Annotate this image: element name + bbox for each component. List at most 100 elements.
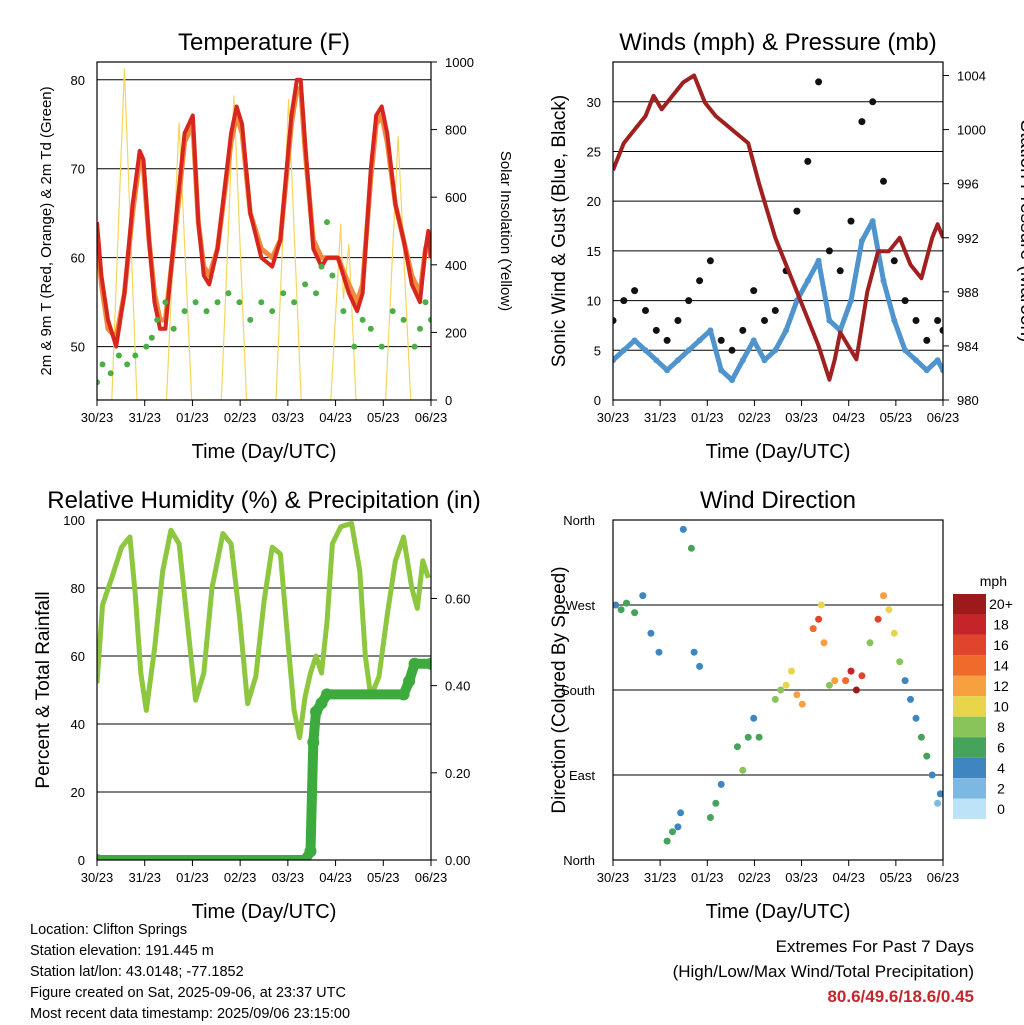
precipitation-point xyxy=(304,845,317,858)
y-right-tick-label: 600 xyxy=(445,190,467,205)
wind-speed-point xyxy=(902,347,909,354)
x-tick-label: 05/23 xyxy=(880,870,913,885)
wind-gust-point xyxy=(663,336,671,344)
precipitation-point xyxy=(321,688,333,701)
x-tick-label: 06/23 xyxy=(927,870,960,885)
direction-point xyxy=(847,667,855,675)
x-tick-label: 05/23 xyxy=(880,410,913,425)
temperature-xlabel: Time (Day/UTC) xyxy=(192,441,337,463)
humidity-frame xyxy=(96,519,432,861)
direction-xlabel: Time (Day/UTC) xyxy=(706,901,851,923)
wind-speed-point xyxy=(696,337,703,344)
dewpoint-point xyxy=(302,281,309,288)
x-tick-label: 06/23 xyxy=(415,410,448,425)
x-tick-label: 30/23 xyxy=(597,870,630,885)
temperature-marks xyxy=(97,68,431,400)
y-tick-label: West xyxy=(566,598,596,613)
colorbar-tick-label: 0 xyxy=(997,801,1005,817)
direction-point xyxy=(788,667,795,675)
winds-marks xyxy=(613,73,943,384)
wind-speed-point xyxy=(685,347,692,354)
y-tick-label: East xyxy=(569,768,595,783)
humidity-line xyxy=(97,520,431,741)
humidity-chart: Relative Humidity (%) & Precipitation (i… xyxy=(33,487,481,923)
wind-gust-point xyxy=(613,317,617,324)
y-right-tick-label: 1000 xyxy=(957,123,986,138)
y-tick-label: 5 xyxy=(594,343,601,358)
wind-speed-point xyxy=(664,367,671,374)
x-tick-label: 31/23 xyxy=(644,410,677,425)
x-tick-label: 04/23 xyxy=(832,410,865,425)
direction-point xyxy=(890,629,898,637)
y-right-tick-label: 980 xyxy=(957,393,979,408)
direction-point xyxy=(866,639,874,647)
extremes-title: Extremes For Past 7 Days xyxy=(775,937,974,956)
dewpoint-point xyxy=(258,299,265,306)
direction-point xyxy=(936,790,943,798)
colorbar-swatch xyxy=(953,737,986,758)
wind-speed-point xyxy=(729,377,735,384)
dewpoint-point xyxy=(192,299,199,306)
dewpoint-point xyxy=(225,290,232,297)
direction-point xyxy=(874,615,882,623)
pressure-line xyxy=(613,73,943,382)
x-tick-label: 06/23 xyxy=(927,410,960,425)
y-right-tick-label: 400 xyxy=(445,258,467,273)
y-right-tick-label: 800 xyxy=(445,123,467,138)
wind-gust-point xyxy=(771,307,779,314)
x-tick-label: 02/23 xyxy=(224,410,257,425)
dewpoint-point xyxy=(181,308,188,315)
dewpoint-point xyxy=(422,299,429,306)
station-info: Location: Clifton Springs Station elevat… xyxy=(30,920,350,1025)
colorbar-swatch xyxy=(953,614,986,635)
colorbar-tick-label: 12 xyxy=(993,678,1009,694)
dewpoint-point xyxy=(132,352,139,359)
dewpoint-point xyxy=(329,272,336,279)
x-tick-label: 03/23 xyxy=(785,870,818,885)
direction-point xyxy=(687,544,695,552)
y-right-tick-label: 0.60 xyxy=(445,591,470,606)
y-right-tick-label: 0.20 xyxy=(445,766,470,781)
humidity-ylabel: Percent & Total Rainfall xyxy=(33,591,54,788)
x-tick-label: 31/23 xyxy=(128,410,161,425)
figure-created: Figure created on Sat, 2025-09-06, at 23… xyxy=(30,985,346,1001)
wind-gust-point xyxy=(631,287,639,295)
wind-speed-point xyxy=(940,367,943,374)
dewpoint-point xyxy=(148,334,155,341)
y-tick-label: 60 xyxy=(71,649,85,664)
wind-gust-point xyxy=(750,287,758,295)
station-latlon: Station lat/lon: 43.0148; -77.1852 xyxy=(30,964,244,980)
wind-speed-point xyxy=(848,297,854,304)
y-right-tick-label: 984 xyxy=(957,339,979,354)
precipitation-point xyxy=(315,697,328,710)
wind-speed-point xyxy=(783,327,790,334)
y-tick-label: 80 xyxy=(71,581,85,596)
extremes-box: Extremes For Past 7 Days (High/Low/Max W… xyxy=(673,934,974,1009)
y-right-tick-label: 1000 xyxy=(445,55,474,70)
dewpoint-point xyxy=(107,370,114,377)
winds-xlabel: Time (Day/UTC) xyxy=(706,441,851,463)
winds-ylabel-right: Station Pressure (Maroon) xyxy=(1016,120,1024,343)
x-tick-label: 03/23 xyxy=(785,410,818,425)
colorbar-tick-label: 14 xyxy=(993,658,1009,674)
wind-gust-point xyxy=(836,267,844,275)
y-tick-label: South xyxy=(561,683,595,698)
colorbar-swatch xyxy=(953,594,986,615)
wind-gust-point xyxy=(685,297,693,305)
direction-point xyxy=(815,615,823,623)
direction-point xyxy=(858,672,866,680)
temperature-title: Temperature (F) xyxy=(178,29,350,56)
direction-point xyxy=(712,799,720,807)
wind-speed-point xyxy=(858,237,865,244)
dewpoint-point xyxy=(411,343,418,350)
wind-gust-point xyxy=(728,346,736,354)
wind-gust-point xyxy=(923,336,931,344)
direction-point xyxy=(647,629,655,637)
colorbar-swatch xyxy=(953,716,986,738)
direction-title: Wind Direction xyxy=(700,487,856,514)
direction-point xyxy=(696,662,704,670)
y-tick-label: 50 xyxy=(71,340,85,355)
wind-gust-point xyxy=(901,297,909,305)
direction-point xyxy=(717,780,725,788)
extremes-values: 80.6/49.6/18.6/0.45 xyxy=(827,987,974,1006)
